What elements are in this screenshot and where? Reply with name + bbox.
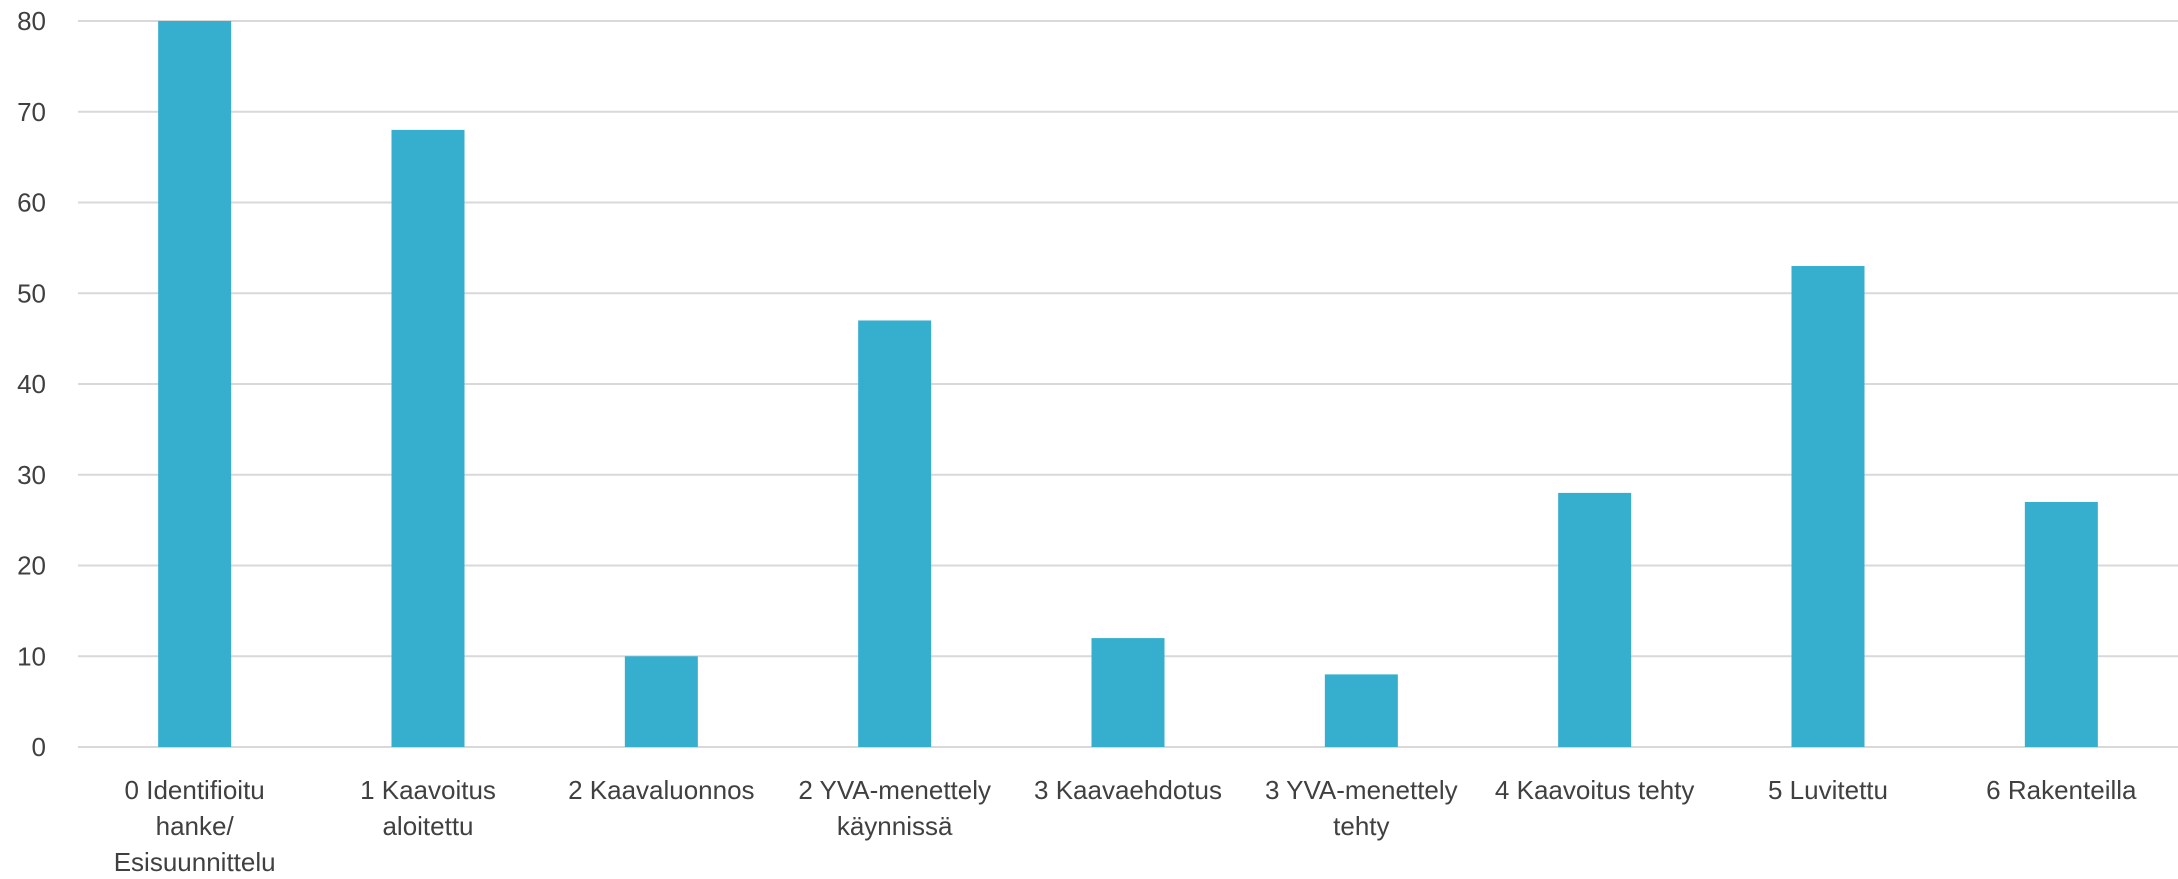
x-category-label-line: käynnissä	[837, 811, 953, 841]
bar	[2024, 501, 2098, 747]
x-category-label: 3 Kaavaehdotus	[1034, 775, 1222, 805]
bar	[158, 21, 232, 747]
x-category-label: 1 Kaavoitus aloitettu	[360, 775, 496, 841]
x-category-label: 3 YVA-menettely tehty	[1265, 775, 1458, 841]
x-category-label-line: 6 Rakenteilla	[1986, 775, 2137, 805]
y-tick-label: 80	[17, 6, 46, 36]
x-category-label-line: 2 YVA-menettely	[798, 775, 991, 805]
bar	[1091, 638, 1165, 747]
x-category-label: 6 Rakenteilla	[1986, 775, 2137, 805]
bar	[624, 656, 698, 747]
x-category-label: 0 Identifioitu hanke/Esisuunnittelu	[114, 775, 276, 877]
y-axis-tick-labels: 0 10 20 30 40 50 60 70 80	[17, 6, 46, 762]
x-category-label-line: aloitettu	[382, 811, 473, 841]
x-category-label-line: 0 Identifioitu	[125, 775, 265, 805]
y-tick-label: 40	[17, 369, 46, 399]
x-category-label-line: 3 Kaavaehdotus	[1034, 775, 1222, 805]
x-category-label-line: hanke/	[156, 811, 235, 841]
y-tick-label: 20	[17, 551, 46, 581]
bar	[858, 320, 932, 747]
x-category-label-line: tehty	[1333, 811, 1389, 841]
x-category-label-line: 2 Kaavaluonnos	[568, 775, 754, 805]
x-category-label-line: 1 Kaavoitus	[360, 775, 496, 805]
bar	[1791, 266, 1865, 747]
x-category-label: 4 Kaavoitus tehty	[1495, 775, 1694, 805]
x-category-label-line: 4 Kaavoitus tehty	[1495, 775, 1694, 805]
bar	[1324, 674, 1398, 747]
y-tick-label: 10	[17, 641, 46, 671]
x-category-label: 2 YVA-menettely käynnissä	[798, 775, 991, 841]
y-tick-label: 50	[17, 278, 46, 308]
x-category-label: 2 Kaavaluonnos	[568, 775, 754, 805]
x-category-label-line: 3 YVA-menettely	[1265, 775, 1458, 805]
bar	[391, 129, 465, 747]
bars	[158, 21, 2098, 747]
y-tick-label: 30	[17, 460, 46, 490]
x-axis-category-labels: 0 Identifioitu hanke/Esisuunnittelu 1 Kaav…	[114, 775, 2137, 877]
y-tick-label: 70	[17, 97, 46, 127]
bar	[1558, 492, 1632, 747]
x-category-label-line: Esisuunnittelu	[114, 847, 276, 877]
x-category-label-line: 5 Luvitettu	[1768, 775, 1888, 805]
y-tick-label: 0	[32, 732, 46, 762]
x-category-label: 5 Luvitettu	[1768, 775, 1888, 805]
y-tick-label: 60	[17, 188, 46, 218]
